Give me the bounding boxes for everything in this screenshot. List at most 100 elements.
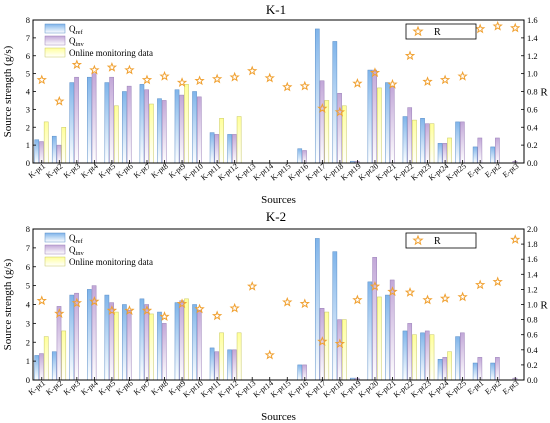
r-marker-k-pt1 (36, 74, 47, 85)
legend-label-online: Online monitoring data (69, 48, 153, 58)
y-tick-label: 8 (26, 224, 30, 234)
y2-tick-label: 1.2 (527, 284, 538, 294)
legend-box (405, 232, 477, 249)
x-tick-label: K-pt25 (444, 161, 467, 182)
bar-online-k-pt20 (377, 296, 382, 381)
bar-q-ref-k-pt17 (314, 238, 320, 381)
y2-axis-label: R (540, 87, 548, 99)
y2-tick-label: 1.4 (527, 269, 538, 279)
r-marker-k-pt21 (387, 78, 398, 89)
y-tick-label: 0 (26, 158, 30, 168)
bar-q-ref-k-pt25 (455, 336, 460, 381)
bar-q-ref-k-pt12 (227, 349, 232, 381)
bar-q-ref-e-pt1 (472, 146, 478, 164)
bar-q-ref-k-pt17 (314, 28, 320, 164)
r-marker-k-pt24 (439, 74, 451, 85)
legend-box (405, 23, 477, 40)
bar-q-inv-k-pt25 (460, 121, 465, 164)
bar-q-inv-k-pt18 (337, 319, 342, 381)
r-marker-e-pt1 (475, 23, 486, 34)
bar-q-inv-k-pt6 (126, 85, 132, 164)
y2-tick-label: 2.0 (527, 224, 538, 234)
bar-q-inv-k-pt12 (232, 349, 237, 381)
r-marker-e-pt3 (510, 234, 521, 244)
legend-label-q-inv: Qinv (69, 36, 85, 48)
legend-label-q-ref: Qref (69, 24, 84, 36)
x-tick-label: E-pt2 (483, 378, 503, 396)
bar-q-ref-k-pt10 (192, 304, 197, 381)
r-marker-e-pt3 (510, 22, 521, 33)
r-marker-k-pt24 (439, 293, 451, 303)
bar-q-inv-e-pt1 (477, 137, 483, 164)
x-tick-label: K-pt2 (44, 161, 64, 180)
y2-tick-label: 1.8 (527, 239, 538, 249)
bar-q-ref-k-pt4 (87, 289, 92, 381)
y2-tick-label: 1.6 (527, 15, 538, 25)
bar-q-ref-e-pt2 (490, 146, 495, 164)
r-marker-k-pt13 (247, 65, 258, 76)
bar-q-inv-k-pt9 (179, 94, 185, 164)
r-marker-k-pt1 (36, 295, 47, 306)
bar-q-inv-k-pt1 (39, 353, 44, 381)
legend-r-label: R (434, 27, 441, 38)
bar-q-inv-k-pt10 (196, 96, 202, 164)
y2-tick-label: 0.6 (527, 104, 538, 114)
y-tick-label: 2 (26, 337, 30, 347)
r-marker-k-pt2 (54, 95, 65, 106)
bar-q-inv-k-pt20 (372, 69, 377, 164)
bar-q-ref-k-pt11 (209, 347, 215, 381)
bar-q-ref-k-pt4 (87, 76, 92, 164)
bar-q-ref-k-pt16 (297, 364, 303, 381)
x-tick-label: K-pt5 (97, 378, 117, 397)
y2-tick-label: 0.4 (527, 122, 538, 132)
r-marker-k-pt25 (457, 70, 468, 81)
x-tick-label: K-pt8 (149, 161, 169, 180)
bar-online-k-pt24 (447, 137, 452, 164)
bar-online-k-pt17 (324, 100, 330, 164)
y-axis-label: Source strength (g/s) (2, 258, 14, 350)
bar-online-k-pt1 (43, 121, 49, 164)
bar-q-ref-k-pt5 (104, 82, 110, 164)
y-tick-label: 3 (26, 104, 30, 114)
r-marker-k-pt6 (124, 305, 135, 315)
y-tick-label: 8 (26, 15, 30, 25)
legend-r: R (405, 23, 477, 40)
bar-online-k-pt12 (236, 332, 242, 381)
bar-online-k-pt1 (43, 336, 49, 381)
bar-online-k-pt23 (429, 334, 435, 381)
y-tick-label: 3 (26, 318, 30, 328)
bar-q-inv-k-pt17 (319, 80, 325, 164)
bar-q-ref-k-pt2 (51, 351, 57, 381)
r-marker-k-pt3 (71, 59, 82, 70)
bar-q-ref-k-pt11 (209, 132, 215, 164)
chart-k2: K-2 0 1 2 3 4 5 6 7 8 0.0 0.2 0.4 0.6 0.8 1.0 1.2 1.4 1.… (2, 209, 548, 423)
bar-q-ref-k-pt6 (122, 91, 127, 164)
bar-q-inv-k-pt4 (91, 73, 97, 164)
bar-q-inv-k-pt9 (179, 300, 185, 381)
r-marker-k-pt2 (54, 308, 65, 318)
r-marker-k-pt5 (106, 61, 118, 72)
bar-q-ref-k-pt3 (69, 82, 75, 164)
r-marker-k-pt11 (211, 310, 223, 321)
legend-label-online: Online monitoring data (69, 257, 153, 267)
bar-q-ref-e-pt2 (490, 362, 495, 381)
r-marker-k-pt23 (422, 76, 433, 87)
bar-q-inv-k-pt8 (161, 323, 167, 381)
bar-q-inv-k-pt5 (109, 76, 114, 164)
r-marker-e-pt1 (475, 279, 486, 290)
bar-online-k-pt18 (341, 319, 347, 381)
chart-k1: K-1 0 1 2 3 4 5 6 7 8 0.0 0.2 0.4 0.6 0.8 1.0 1.2 1.4 1.… (2, 2, 548, 206)
bar-q-inv-k-pt7 (144, 89, 149, 164)
bar-q-inv-k-pt21 (389, 85, 395, 164)
legend-r-label: R (434, 236, 441, 247)
bar-q-inv-k-pt10 (196, 309, 202, 381)
bar-online-k-pt2 (61, 127, 67, 164)
r-marker-k-pt9 (176, 77, 188, 87)
bar-q-ref-k-pt10 (192, 91, 197, 164)
bar-q-inv-k-pt5 (109, 302, 114, 381)
bar-q-ref-k-pt23 (420, 332, 425, 381)
y2-tick-label: 0.8 (527, 87, 538, 97)
bar-q-inv-k-pt12 (232, 134, 237, 164)
bar-q-inv-k-pt11 (214, 351, 220, 381)
